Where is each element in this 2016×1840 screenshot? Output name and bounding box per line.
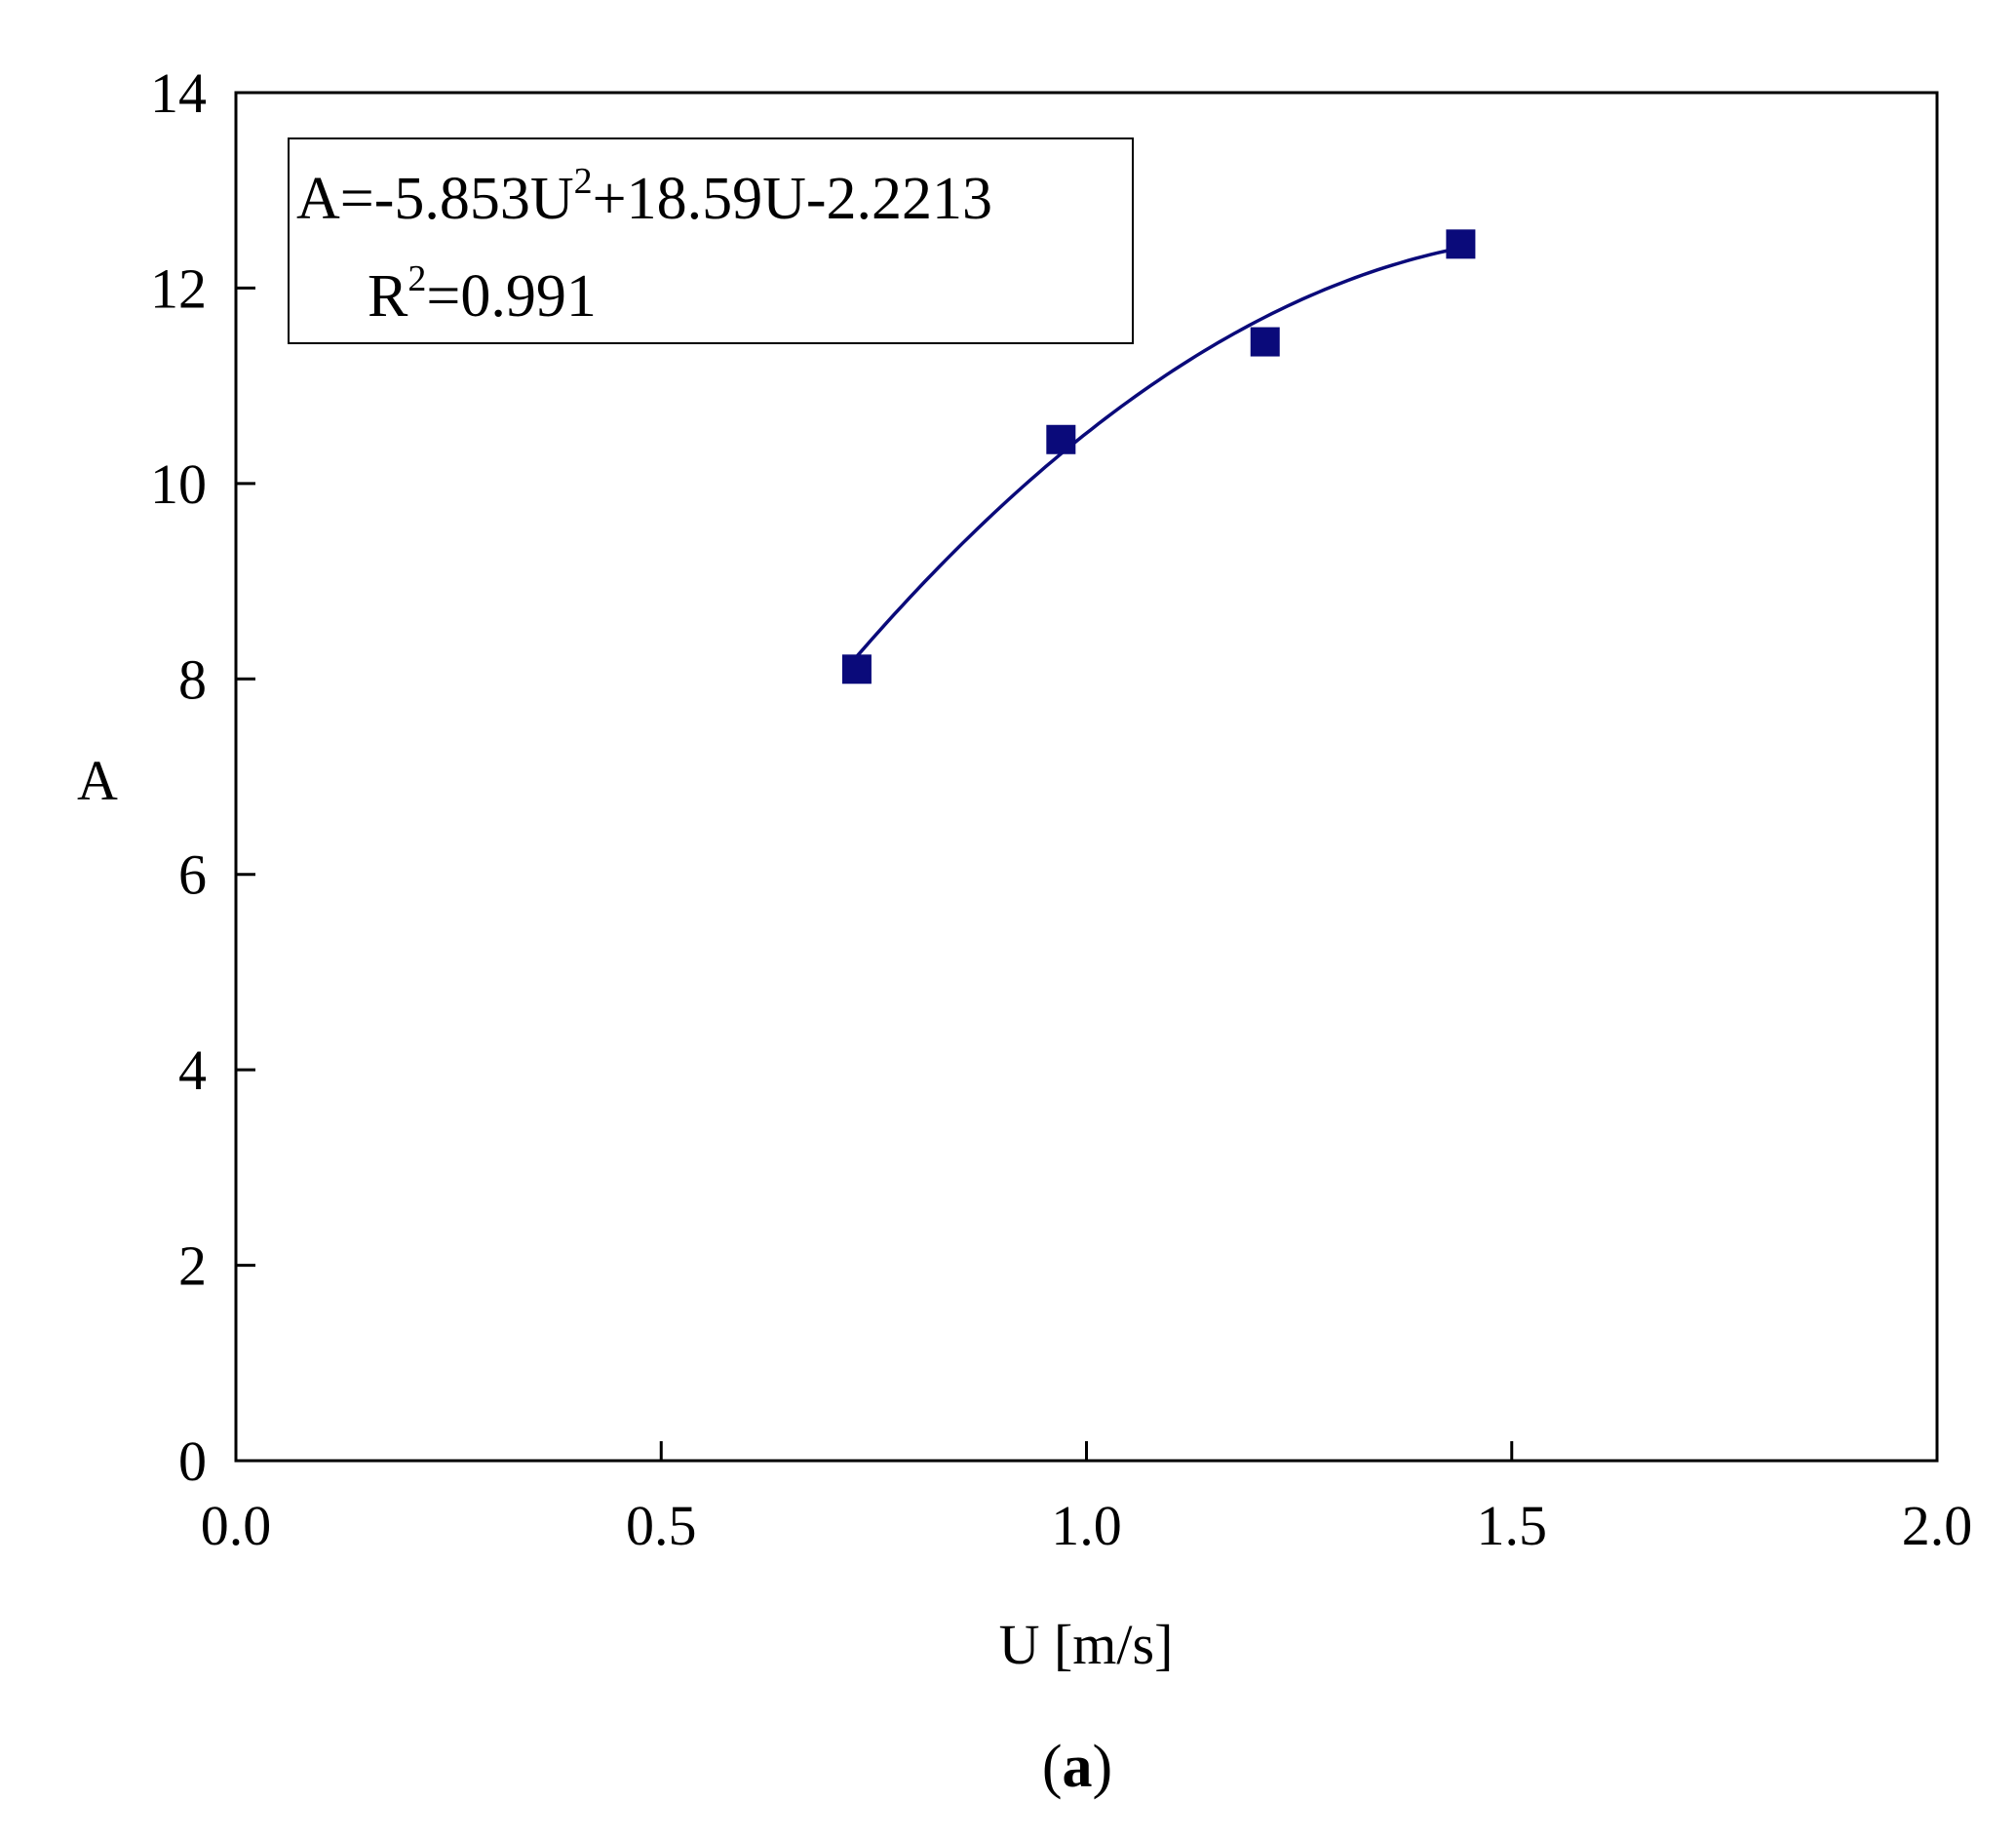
x-tick-label: 0.0 — [201, 1494, 272, 1557]
y-tick-label: 10 — [150, 452, 207, 516]
x-axis-label: U [m/s] — [999, 1613, 1174, 1676]
y-tick-label: 8 — [178, 647, 207, 711]
y-axis: 0 2 4 6 8 10 12 14 — [150, 61, 255, 1493]
x-axis: 0.0 0.5 1.0 1.5 2.0 — [201, 1441, 1973, 1557]
y-tick-label: 6 — [178, 843, 207, 907]
r2-suffix: =0.991 — [426, 263, 596, 330]
r2-prefix: R — [368, 263, 408, 330]
equation-prefix: A=-5.853U — [296, 166, 574, 232]
y-tick-label: 4 — [178, 1038, 207, 1102]
equation-box-border — [288, 137, 1134, 344]
equation-suffix: +18.59U-2.2213 — [593, 166, 992, 232]
panel-open-paren: ( — [1042, 1734, 1063, 1800]
y-tick-label: 0 — [178, 1429, 207, 1493]
x-tick-label: 1.5 — [1477, 1494, 1548, 1557]
fit-equation-box: A=-5.853U2+18.59U-2.2213 R2=0.991 — [288, 137, 1134, 344]
x-tick-label: 1.0 — [1051, 1494, 1122, 1557]
panel-label: (a) — [1042, 1734, 1112, 1800]
fit-equation: A=-5.853U2+18.59U-2.2213 — [296, 161, 992, 232]
y-tick-label: 2 — [178, 1234, 207, 1298]
panel-letter: a — [1063, 1734, 1093, 1800]
data-point — [1046, 424, 1076, 454]
panel-close-paren: ) — [1093, 1734, 1113, 1800]
y-tick-label: 14 — [150, 61, 207, 125]
data-points — [841, 229, 1476, 685]
y-tick-label: 12 — [150, 256, 207, 320]
data-point — [1250, 327, 1280, 357]
y-axis-label: A — [77, 749, 118, 812]
fit-curve — [855, 246, 1461, 658]
r-squared: R2=0.991 — [368, 258, 597, 330]
equation-superscript: 2 — [574, 161, 593, 202]
r2-superscript: 2 — [407, 258, 426, 299]
data-point — [841, 654, 872, 685]
x-tick-label: 2.0 — [1902, 1494, 1973, 1557]
x-tick-label: 0.5 — [626, 1494, 697, 1557]
data-point — [1446, 229, 1476, 259]
